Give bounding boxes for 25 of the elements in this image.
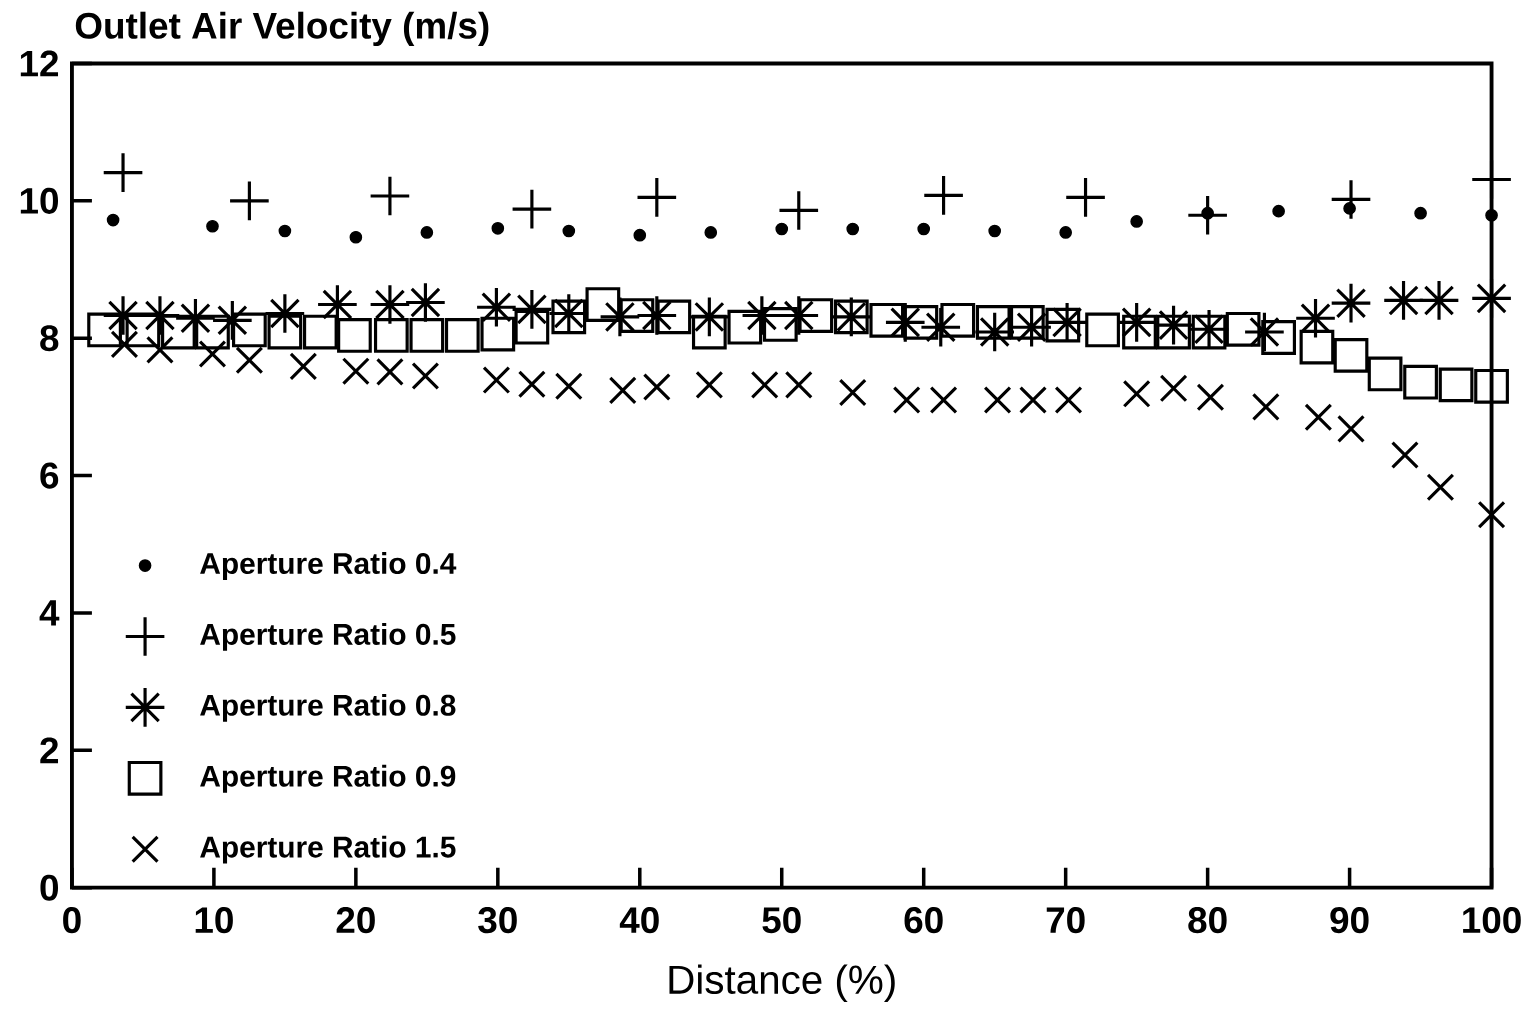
x-tick-label: 90 <box>1330 907 1369 934</box>
x-tick-label: 20 <box>336 907 375 934</box>
legend-label: Aperture Ratio 0.5 <box>200 623 456 652</box>
x-tick-label: 30 <box>478 907 517 934</box>
y-tick-label: 8 <box>40 325 59 352</box>
y-tick-label: 0 <box>40 874 59 901</box>
x-axis-title: Distance (%) <box>669 964 895 1003</box>
y-tick-label: 6 <box>40 462 59 489</box>
x-tick-label: 70 <box>1046 907 1085 934</box>
y-tick-label: 10 <box>20 188 59 215</box>
x-tick-label: 40 <box>619 907 659 934</box>
x-tick-label: 0 <box>63 907 81 934</box>
legend-label: Aperture Ratio 0.4 <box>200 552 457 581</box>
legend-label: Aperture Ratio 0.9 <box>200 765 456 793</box>
y-axis-title: Outlet Air Velocity (m/s) <box>75 11 489 47</box>
x-tick-label: 100 <box>1463 907 1521 934</box>
x-tick-label: 10 <box>195 907 233 934</box>
y-tick-label: 2 <box>40 737 59 764</box>
x-tick-label: 50 <box>762 907 801 934</box>
legend-label: Aperture Ratio 0.8 <box>200 694 456 722</box>
x-tick-label: 80 <box>1188 907 1227 934</box>
y-tick-label: 12 <box>20 50 59 77</box>
x-tick-label: 60 <box>904 907 943 934</box>
legend-label: Aperture Ratio 1.5 <box>200 835 456 864</box>
y-tick-label: 4 <box>39 600 60 626</box>
